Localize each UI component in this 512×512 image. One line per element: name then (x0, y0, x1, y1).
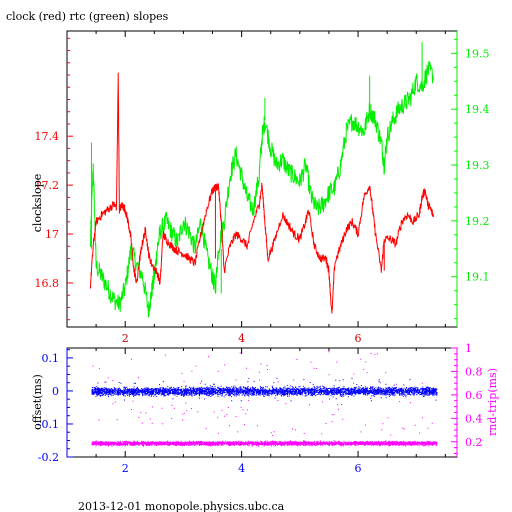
top-left-y-tick-label: 16.8 (35, 277, 60, 290)
bottom-right-y-tick-label: 1 (465, 342, 472, 355)
top-right-y-tick-label: 19.1 (465, 271, 490, 284)
rnd-trip-points (91, 351, 438, 447)
bottom-right-y-tick-label: 0.6 (465, 389, 483, 402)
bottom-x-tick-label: 4 (238, 462, 245, 475)
bottom-left-y-tick-label: -0.2 (38, 451, 59, 464)
top-y-axis-left: 16.8 17 17.2 17.4 (35, 37, 73, 321)
top-left-y-tick-label: 17.2 (35, 179, 60, 192)
bottom-right-y-tick-label: 0.8 (465, 365, 483, 378)
top-left-y-tick-label: 17 (45, 228, 59, 241)
bottom-y-axis-left: -0.2 -0.1 0 0.1 (38, 348, 73, 464)
top-right-y-tick-label: 19.2 (465, 215, 490, 228)
bottom-right-y-tick-label: 0.2 (465, 436, 483, 449)
top-y-axis-right: 19.1 19.2 19.3 19.4 19.5 (451, 31, 490, 327)
top-right-y-tick-label: 19.3 (465, 159, 490, 172)
top-x-tick-label: 2 (122, 332, 129, 345)
clock-line (89, 72, 434, 314)
top-right-y-tick-label: 19.5 (465, 47, 490, 60)
bottom-plot-frame (66, 347, 458, 458)
bottom-left-y-tick-label: 0.1 (42, 352, 60, 365)
top-x-tick-label: 6 (355, 332, 362, 345)
bottom-panel: 2 4 6 -0.2 -0.1 0 0.1 0.2 0.4 0.6 0.8 1 offset(ms… (31, 342, 499, 475)
chart-title: clock (red) rtc (green) slopes (6, 10, 169, 23)
bottom-left-y-tick-label: -0.1 (38, 418, 59, 431)
bottom-y-axis-right: 0.2 0.4 0.6 0.8 1 (451, 342, 483, 457)
bottom-left-y-tick-label: 0 (52, 385, 59, 398)
clock-series (89, 72, 434, 314)
rtc-line (89, 61, 434, 318)
bottom-x-tick-label: 6 (355, 462, 362, 475)
bottom-right-y-tick-label: 0.4 (465, 412, 483, 425)
bottom-x-axis: 2 4 6 (66, 348, 446, 475)
top-left-y-tick-label: 17.4 (35, 130, 60, 143)
offset-points (91, 377, 438, 402)
footer-caption: 2013-12-01 monopole.physics.ubc.ca (78, 500, 285, 512)
bottom-scatter (91, 351, 438, 447)
top-x-tick-label: 4 (238, 332, 245, 345)
top-x-axis: 2 4 6 (66, 31, 446, 345)
top-y-axis-title: clockslope (31, 174, 44, 232)
top-right-y-tick-label: 19.4 (465, 103, 490, 116)
bottom-x-tick-label: 2 (122, 462, 129, 475)
rtc-series (89, 42, 434, 318)
rnd-trip-axis-title: rnd-trip(ms) (486, 368, 499, 436)
offset-axis-title: offset(ms) (31, 374, 44, 430)
